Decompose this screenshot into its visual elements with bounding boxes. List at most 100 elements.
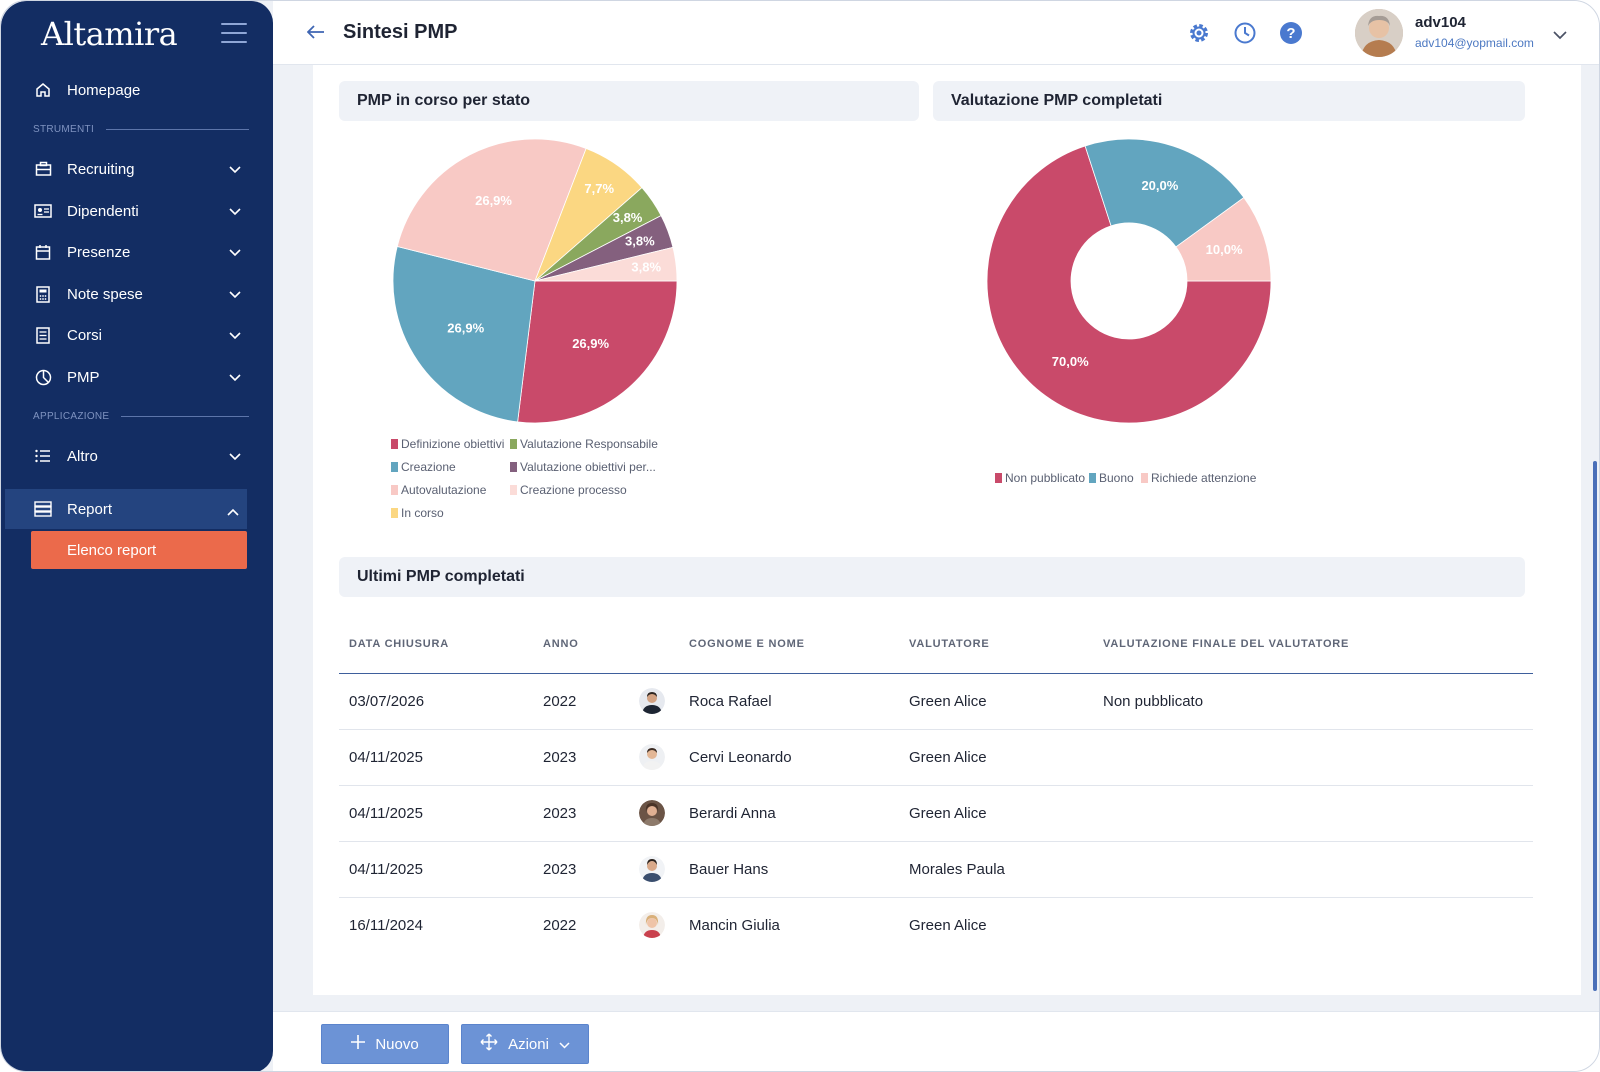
chevron-down-icon <box>229 369 241 386</box>
legend-item[interactable]: Definizione obiettivi <box>391 437 504 451</box>
cell-year[interactable]: 2023 <box>533 729 629 786</box>
sidebar-item-pmp[interactable]: PMP <box>33 359 249 395</box>
sidebar-item-label: PMP <box>67 368 100 386</box>
help-icon[interactable]: ? <box>1279 21 1303 45</box>
chevron-down-icon <box>229 327 241 344</box>
legend-item[interactable]: Autovalutazione <box>391 483 486 497</box>
legend-item[interactable]: Valutazione Responsabile <box>510 437 658 451</box>
sidebar-item-report[interactable]: Report <box>5 489 247 529</box>
legend-swatch <box>1089 473 1096 483</box>
table-panel-title: Ultimi PMP completati <box>339 557 1525 597</box>
pie-slice-definizione-obiettivi[interactable] <box>517 280 678 424</box>
table-row[interactable]: 04/11/2025 2023 Bauer Hans Morales Paula <box>339 841 1533 898</box>
slice-value-label: 10,0% <box>1206 242 1243 257</box>
sidebar-item-homepage[interactable]: Homepage <box>33 72 249 108</box>
pie-slice-richiede-attenzione[interactable] <box>1175 196 1272 282</box>
actions-button[interactable]: Azioni <box>461 1024 589 1064</box>
cell-year[interactable]: 2022 <box>543 916 577 934</box>
briefcase-icon <box>33 159 53 179</box>
legend-item[interactable]: Creazione <box>391 460 456 474</box>
vertical-scrollbar[interactable] <box>1593 461 1597 991</box>
sidebar: Altamira Homepage STRUMENTI Recruiting D… <box>1 1 273 1071</box>
sidebar-item-label: Corsi <box>67 326 103 344</box>
col-header-evaluator[interactable]: VALUTATORE <box>899 615 1093 674</box>
sidebar-item-label: Altro <box>67 447 98 465</box>
calculator-icon <box>33 284 53 304</box>
slice-value-label: 7,7% <box>584 181 614 196</box>
legend-item[interactable]: In corso <box>391 506 444 520</box>
document-icon <box>33 325 53 345</box>
cell-date: 04/11/2025 <box>339 785 533 842</box>
legend-swatch <box>1141 473 1148 483</box>
cell-evaluator: Green Alice <box>899 729 1093 786</box>
cell-name[interactable]: Berardi Anna <box>679 785 899 842</box>
legend-label: In corso <box>401 506 444 520</box>
col-header-year[interactable]: ANNO <box>533 615 629 674</box>
pie-slice-non-pubblicato[interactable] <box>986 145 1272 424</box>
slice-value-label: 26,9% <box>447 321 484 336</box>
table-row[interactable]: 04/11/2025 2023 Berardi Anna Green Alice <box>339 785 1533 842</box>
sidebar-item-altro[interactable]: Altro <box>33 438 249 474</box>
legend-label: Valutazione obiettivi per... <box>520 460 656 474</box>
sidebar-item-presenze[interactable]: Presenze <box>33 234 249 270</box>
col-header-date[interactable]: DATA CHIUSURA <box>339 615 533 674</box>
new-button[interactable]: Nuovo <box>321 1024 449 1064</box>
legend-label: Valutazione Responsabile <box>520 437 658 451</box>
cell-date: 03/07/2026 <box>339 673 533 730</box>
sidebar-subitem-elenco-report[interactable]: Elenco report <box>31 531 247 569</box>
slice-value-label: 26,9% <box>475 193 512 208</box>
legend-item[interactable]: Creazione processo <box>510 483 627 497</box>
col-header-final-rating[interactable]: VALUTAZIONE FINALE DEL VALUTATORE <box>1093 615 1533 674</box>
chevron-down-icon[interactable] <box>1553 27 1567 45</box>
cell-name[interactable]: Cervi Leonardo <box>679 729 899 786</box>
menu-toggle-icon[interactable] <box>221 23 247 43</box>
back-arrow-icon[interactable] <box>306 25 325 44</box>
legend-swatch <box>510 439 517 449</box>
chevron-down-icon <box>229 286 241 303</box>
person-avatar <box>629 841 679 898</box>
legend-label: Richiede attenzione <box>1151 471 1257 485</box>
table-row[interactable]: 04/11/2025 2023 Cervi Leonardo Green Ali… <box>339 729 1533 786</box>
user-avatar[interactable] <box>1355 9 1403 57</box>
sidebar-item-corsi[interactable]: Corsi <box>33 317 249 353</box>
sidebar-item-dipendenti[interactable]: Dipendenti <box>33 193 249 229</box>
cell-year[interactable]: 2023 <box>533 841 629 898</box>
legend-label: Creazione processo <box>520 483 627 497</box>
cell-year[interactable]: 2023 <box>533 785 629 842</box>
pie-slice-buono[interactable] <box>1084 138 1245 248</box>
gear-icon[interactable] <box>1187 21 1211 45</box>
legend-label: Autovalutazione <box>401 483 487 497</box>
clock-icon[interactable] <box>1233 21 1257 45</box>
cell-year[interactable]: 2022 <box>533 673 629 730</box>
legend-item[interactable]: Non pubblicato <box>995 471 1085 485</box>
cell-evaluator: Green Alice <box>909 916 987 934</box>
app-logo[interactable]: Altamira <box>41 15 178 53</box>
legend-item[interactable]: Valutazione obiettivi per... <box>510 460 656 474</box>
cell-name[interactable]: Mancin Giulia <box>689 916 780 934</box>
cell-name[interactable]: Bauer Hans <box>679 841 899 898</box>
sidebar-item-note-spese[interactable]: Note spese <box>33 276 249 312</box>
chevron-down-icon <box>229 448 241 465</box>
sidebar-item-label: Note spese <box>67 285 143 303</box>
legend-label: Non pubblicato <box>1005 471 1086 485</box>
sidebar-item-recruiting[interactable]: Recruiting <box>33 151 249 187</box>
pie-slice-creazione-processo[interactable] <box>534 246 678 282</box>
cell-date: 04/11/2025 <box>339 841 533 898</box>
col-header-name[interactable]: COGNOME E NOME <box>679 615 899 674</box>
legend-swatch <box>391 462 398 472</box>
list-icon <box>33 446 53 466</box>
cell-name[interactable]: Roca Rafael <box>679 673 899 730</box>
pie-slice-creazione[interactable] <box>392 245 536 423</box>
legend-item[interactable]: Richiede attenzione <box>1141 471 1256 485</box>
user-name: adv104 <box>1415 14 1466 31</box>
calendar-icon <box>33 242 53 262</box>
sidebar-item-label: Report <box>67 500 113 518</box>
cell-date: 16/11/2024 <box>349 916 423 934</box>
person-avatar <box>629 785 679 842</box>
table-row[interactable]: 16/11/2024 2022 Mancin Giulia Green Alic… <box>339 897 1533 953</box>
legend-item[interactable]: Buono <box>1089 471 1134 485</box>
table-row[interactable]: 03/07/2026 2022 Roca Rafael Green Alice … <box>339 673 1533 730</box>
legend-swatch <box>995 473 1002 483</box>
pie-slice-autovalutazione[interactable] <box>396 138 587 282</box>
